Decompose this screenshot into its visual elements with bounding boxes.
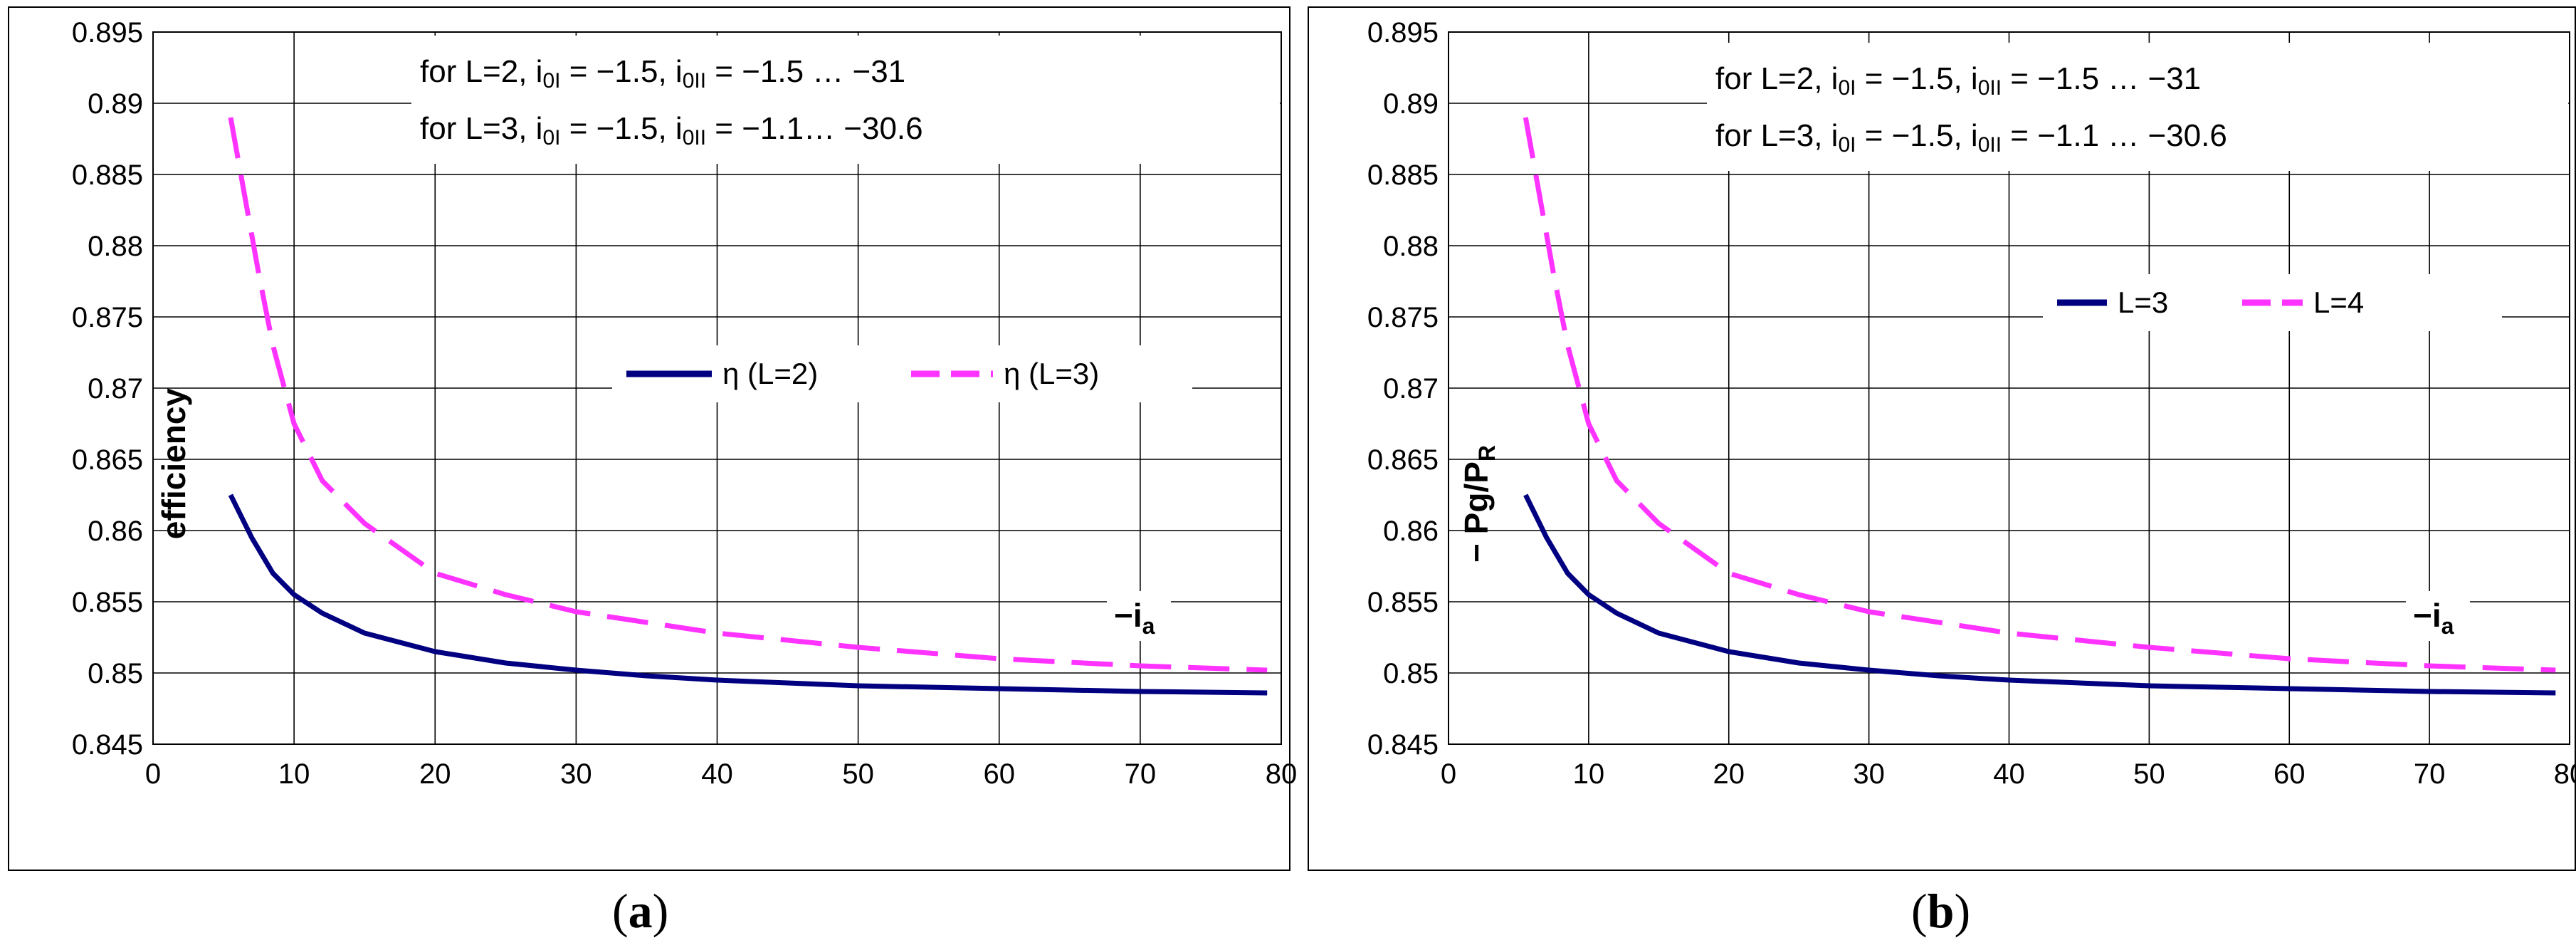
chart-b-ylabel: − Pg/PR [1458,445,1500,563]
chart-b-xtick-label: 60 [2273,758,2306,790]
chart-b-xtick-label: 50 [2133,758,2165,790]
chart-a-ylabel: efficiency [155,388,192,540]
chart-b-ytick-label: 0.875 [1367,302,1439,333]
chart-a-xtick-label: 0 [145,758,161,790]
chart-a-annotation-span: = −1.5, i [560,54,682,89]
chart-b-annotation-span: = −1.5 … −31 [2002,61,2201,96]
chart-a-frame [8,6,1290,871]
chart-a-legend-label: η (L=2) [722,357,818,390]
caption-a: (a) [612,884,669,938]
chart-a-ytick-label: 0.845 [72,729,143,761]
chart-a-ytick-label: 0.895 [72,17,143,48]
chart-a-ytick-label: 0.875 [72,302,143,333]
chart-b-ytick-label: 0.855 [1367,587,1439,618]
chart-b-xlabel-sub: a [2441,613,2454,639]
chart-a-series-line [228,494,1268,696]
chart-b-xtick-label: 70 [2414,758,2446,790]
chart-a-annotation-span: 0II [683,69,706,93]
chart-a-xtick-label: 70 [1125,758,1157,790]
chart-b-xtick-label: 10 [1573,758,1605,790]
chart-a-ytick-label: 0.855 [72,587,143,618]
chart-b-annotation-span: for L=2, i [1715,61,1838,96]
chart-a-series-line [228,117,1268,673]
chart-b-annotation-span: for L=3, i [1715,118,1838,153]
chart-a-annotation-span: = −1.1… −30.6 [706,111,923,146]
chart-a-annotation-span: for L=3, i [420,111,542,146]
chart-a-ytick-label: 0.885 [72,160,143,191]
chart-a-xtick-label: 10 [278,758,310,790]
chart-a-xlabel-sub: a [1142,613,1155,639]
chart-a-annotation-span: for L=2, i [420,54,542,89]
chart-b-ytick-label: 0.865 [1367,444,1439,476]
caption-b-letter: b [1927,884,1955,938]
chart-b-annotation-line: for L=2, i0I = −1.5, i0II = −1.5 … −31 [1715,61,2201,100]
chart-a-annotation-span: = −1.5 … −31 [706,54,905,89]
chart-b-legend-bg [2043,274,2502,331]
chart-b-annotation-bg [1707,43,2568,171]
chart-a-xtick-label: 40 [701,758,733,790]
chart-a-ytick-label: 0.865 [72,444,143,476]
chart-a-xtick-label: 60 [984,758,1016,790]
chart-b-xtick-label: 40 [1993,758,2025,790]
chart-b-annotation-span: = −1.1 … −30.6 [2002,118,2227,153]
chart-b-frame [1308,6,2576,871]
chart-b-ytick-label: 0.86 [1383,516,1439,547]
chart-b-xtick-label: 30 [1853,758,1885,790]
chart-panel-b: 0.845 0.85 0.855 0.86 0.865 0.87 0.875 0.88 0.88… [1303,0,2576,950]
chart-b-legend-label: L=4 [2313,286,2364,319]
chart-b-ytick-label: 0.88 [1383,231,1439,262]
chart-a-annotation-span: = −1.5, i [560,111,682,146]
chart-a-ytick-label: 0.89 [88,88,143,120]
chart-b-xtick-label: 20 [1713,758,1745,790]
chart-b-annotation-line: for L=3, i0I = −1.5, i0II = −1.1 … −30.6 [1715,118,2227,157]
chart-b-annotation-span: = −1.5, i [1856,61,1977,96]
chart-b-annotation-span: 0II [1978,133,2002,157]
chart-a-ytick-label: 0.88 [88,231,143,262]
chart-b-ytick-label: 0.885 [1367,160,1439,191]
chart-b-ytick-label: 0.845 [1367,729,1439,761]
chart-b-svg: 0.845 0.85 0.855 0.86 0.865 0.87 0.875 0.88 0.88… [1308,6,2576,871]
chart-b-ytick-label: 0.87 [1383,373,1439,404]
chart-a-xtick-label: 50 [842,758,874,790]
chart-b-annotation-span: 0I [1838,133,1856,157]
chart-b-annotation-span: 0I [1838,76,1856,100]
chart-b-xlabel-bg [2406,591,2470,641]
chart-b-ylabel-sub: R [1474,445,1500,461]
chart-a-ytick-label: 0.85 [88,658,143,689]
chart-a-annotation-bg [411,36,1280,164]
chart-a-plot-border [152,31,1282,745]
chart-a-xlabel-bg [1107,591,1171,641]
chart-a-xtick-label: 20 [419,758,451,790]
chart-b-plot-border [1448,31,2570,745]
chart-a-svg: 0.845 0.85 0.855 0.86 0.865 0.87 0.875 0.88 0.88… [8,6,1298,871]
chart-b-annotation-span: = −1.5, i [1856,118,1977,153]
chart-a-xtick-label: 30 [560,758,592,790]
chart-b-xtick-label: 80 [2554,758,2576,790]
chart-a-ytick-label: 0.86 [88,516,143,547]
chart-b-ytick-label: 0.85 [1383,658,1439,689]
chart-a-annotation-line: for L=2, i0I = −1.5, i0II = −1.5 … −31 [420,54,905,93]
chart-a-annotation-span: 0I [542,126,560,150]
chart-a-annotation-line: for L=3, i0I = −1.5, i0II = −1.1… −30.6 [420,111,923,150]
chart-b-series-line [1523,494,2556,696]
chart-b-series-line [1523,117,2556,673]
chart-a-xtick-label: 80 [1266,758,1298,790]
chart-a-legend-label: η (L=3) [1004,357,1099,390]
caption-b: (b) [1911,884,1971,938]
chart-b-ytick-label: 0.895 [1367,17,1439,48]
chart-a-annotation-span: 0II [683,126,706,150]
caption-a-letter: a [628,884,653,938]
chart-b-ytick-label: 0.89 [1383,88,1439,120]
chart-b-xtick-label: 0 [1441,758,1456,790]
chart-a-ytick-label: 0.87 [88,373,143,404]
chart-panel-a: 0.845 0.85 0.855 0.86 0.865 0.87 0.875 0.88 0.88… [8,6,1298,938]
chart-b-legend-label: L=3 [2118,286,2168,319]
chart-b-annotation-span: 0II [1978,76,2002,100]
chart-a-annotation-span: 0I [542,69,560,93]
